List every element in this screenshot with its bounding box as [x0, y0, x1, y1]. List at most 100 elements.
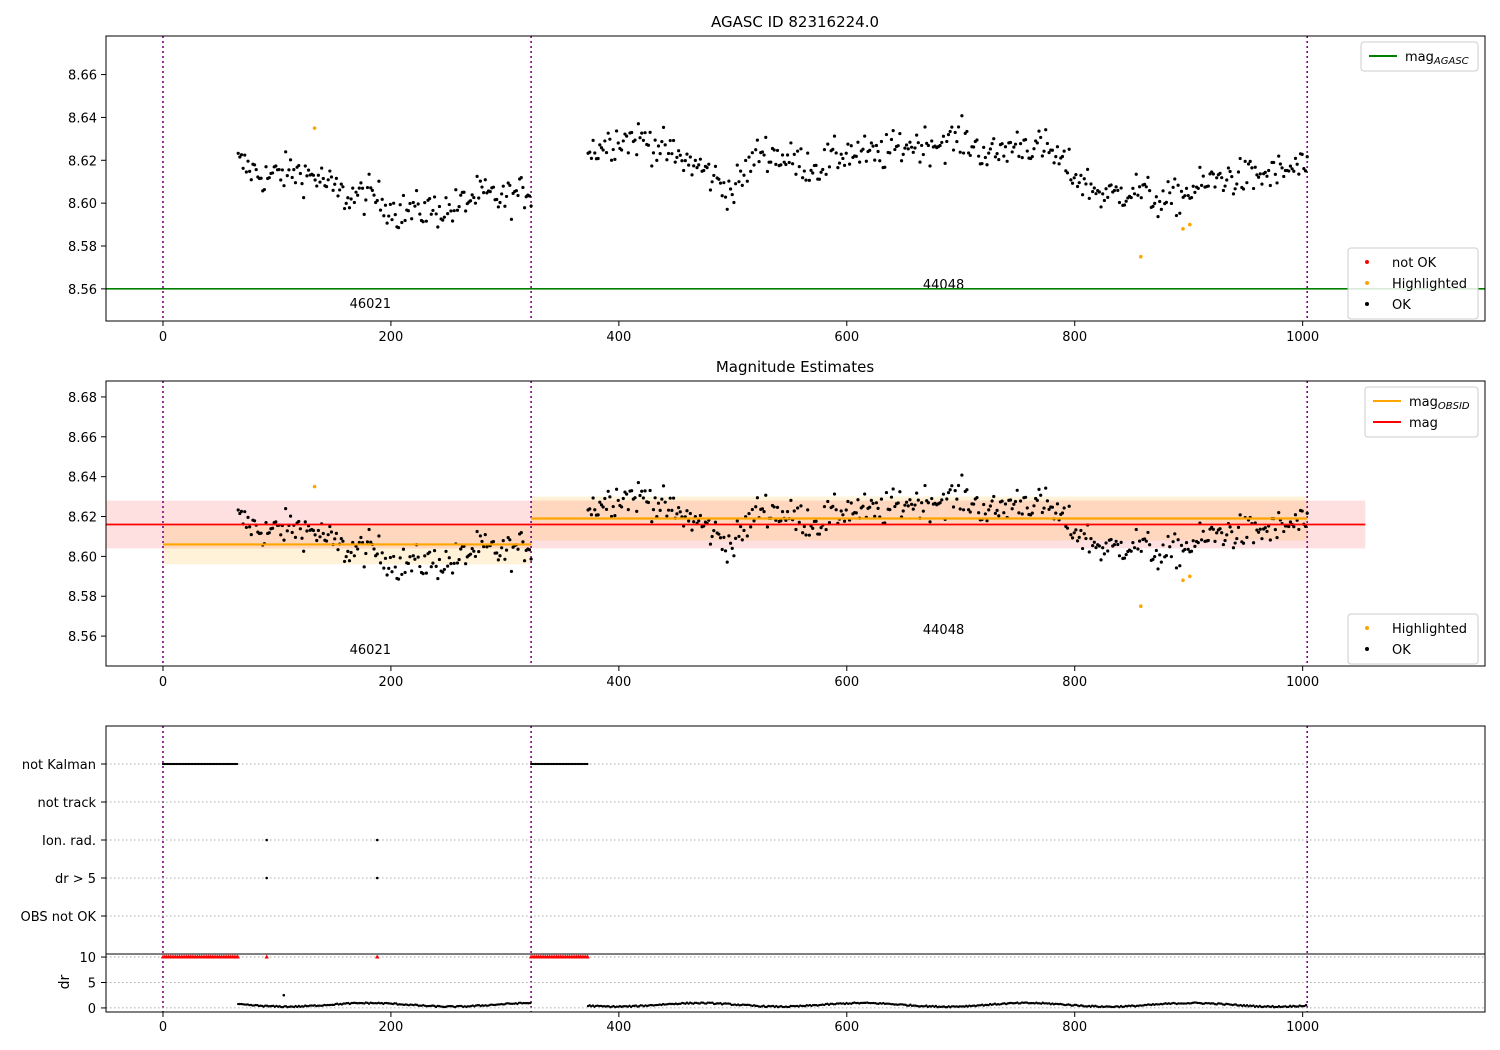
legend-label: Highlighted [1392, 277, 1467, 292]
ok-point [450, 219, 455, 223]
ok-point [292, 168, 296, 172]
ok-point [1288, 520, 1293, 524]
ok-point [1178, 211, 1182, 215]
ok-point [780, 509, 785, 514]
ok-point [468, 552, 473, 556]
ok-point [846, 499, 850, 504]
highlighted-point [1188, 222, 1192, 227]
ok-point [1137, 185, 1142, 189]
ok-point [1238, 156, 1242, 161]
ok-point [1236, 170, 1241, 174]
ok-point [596, 513, 600, 517]
ok-point [687, 163, 691, 167]
ok-point [1223, 538, 1227, 543]
ok-point [357, 186, 361, 190]
ok-point [383, 203, 388, 207]
ok-point [1002, 511, 1006, 515]
ok-point [1245, 181, 1249, 185]
ok-point [1057, 162, 1061, 166]
ok-point [1060, 511, 1065, 515]
ok-point [1070, 181, 1075, 185]
ok-point [527, 194, 532, 198]
ok-point [789, 498, 793, 502]
ok-point [1251, 186, 1256, 191]
ok-point [854, 511, 858, 515]
ok-point [663, 143, 667, 147]
ok-point [1233, 541, 1237, 545]
ok-point [288, 514, 293, 518]
ok-point [434, 564, 438, 569]
ok-point [858, 160, 862, 164]
ok-point [683, 159, 687, 163]
ok-point [1013, 499, 1018, 504]
dr-point [762, 1004, 765, 1007]
ok-point [464, 209, 468, 213]
ok-point [1179, 543, 1184, 547]
ok-point [388, 202, 392, 206]
ok-point [390, 218, 394, 222]
ok-point [713, 520, 718, 524]
ok-point [801, 531, 805, 535]
ok-point [1116, 542, 1120, 547]
ok-point [324, 539, 329, 543]
ok-point [1097, 190, 1101, 194]
ok-point [472, 195, 476, 200]
ok-point [429, 212, 433, 216]
ok-point [385, 573, 389, 577]
clipped-marker [264, 954, 269, 959]
ok-point [1196, 541, 1200, 545]
ok-point [1030, 154, 1034, 159]
ok-point [648, 488, 652, 493]
highlighted-point [1181, 227, 1185, 231]
ok-point [236, 508, 240, 512]
ok-point [782, 160, 786, 164]
legend-bottom: not OK Highlighted OK [1347, 247, 1479, 320]
ok-point [503, 557, 507, 561]
ok-point [506, 536, 510, 540]
ok-point [408, 201, 412, 206]
ok-point [1023, 138, 1028, 142]
ok-point [1277, 511, 1281, 515]
ok-point [1297, 527, 1301, 532]
ok-point [1277, 154, 1281, 158]
ok-point [344, 201, 348, 205]
dr-point [1304, 1003, 1308, 1007]
ok-point [928, 164, 932, 168]
ok-point [342, 559, 347, 564]
ok-point [452, 209, 456, 213]
ok-point [930, 139, 934, 143]
x-tick-label: 200 [379, 675, 404, 690]
ok-point [452, 561, 456, 565]
ok-point [1055, 502, 1060, 506]
ok-point [380, 551, 384, 555]
ok-point [604, 507, 609, 511]
x-tick-label: 400 [606, 675, 631, 690]
ok-point [329, 175, 334, 179]
ok-point [521, 540, 525, 544]
ok-point [1151, 557, 1155, 561]
flags-panel: not Kalman not track Ion. rad. dr > 5 OBS no… [21, 725, 1486, 1035]
legend-label: OK [1392, 643, 1411, 658]
ok-point [418, 564, 422, 569]
ok-point [1268, 538, 1272, 542]
ok-point [347, 559, 352, 563]
ok-point [1173, 177, 1177, 181]
ok-point [876, 149, 880, 154]
ok-point [980, 161, 984, 166]
ok-point [346, 196, 350, 200]
ok-point [764, 135, 768, 139]
ok-point [248, 169, 252, 173]
ok-point [744, 158, 748, 163]
ok-point [772, 505, 776, 509]
ok-point [599, 146, 604, 150]
ok-point [418, 212, 422, 216]
ok-point [698, 157, 702, 161]
ok-point [1065, 526, 1070, 530]
ok-point [372, 193, 376, 197]
ok-point [1050, 148, 1055, 152]
ok-point [387, 566, 391, 570]
ok-point [498, 200, 502, 205]
ok-point [889, 137, 894, 142]
ok-point [1005, 159, 1009, 163]
